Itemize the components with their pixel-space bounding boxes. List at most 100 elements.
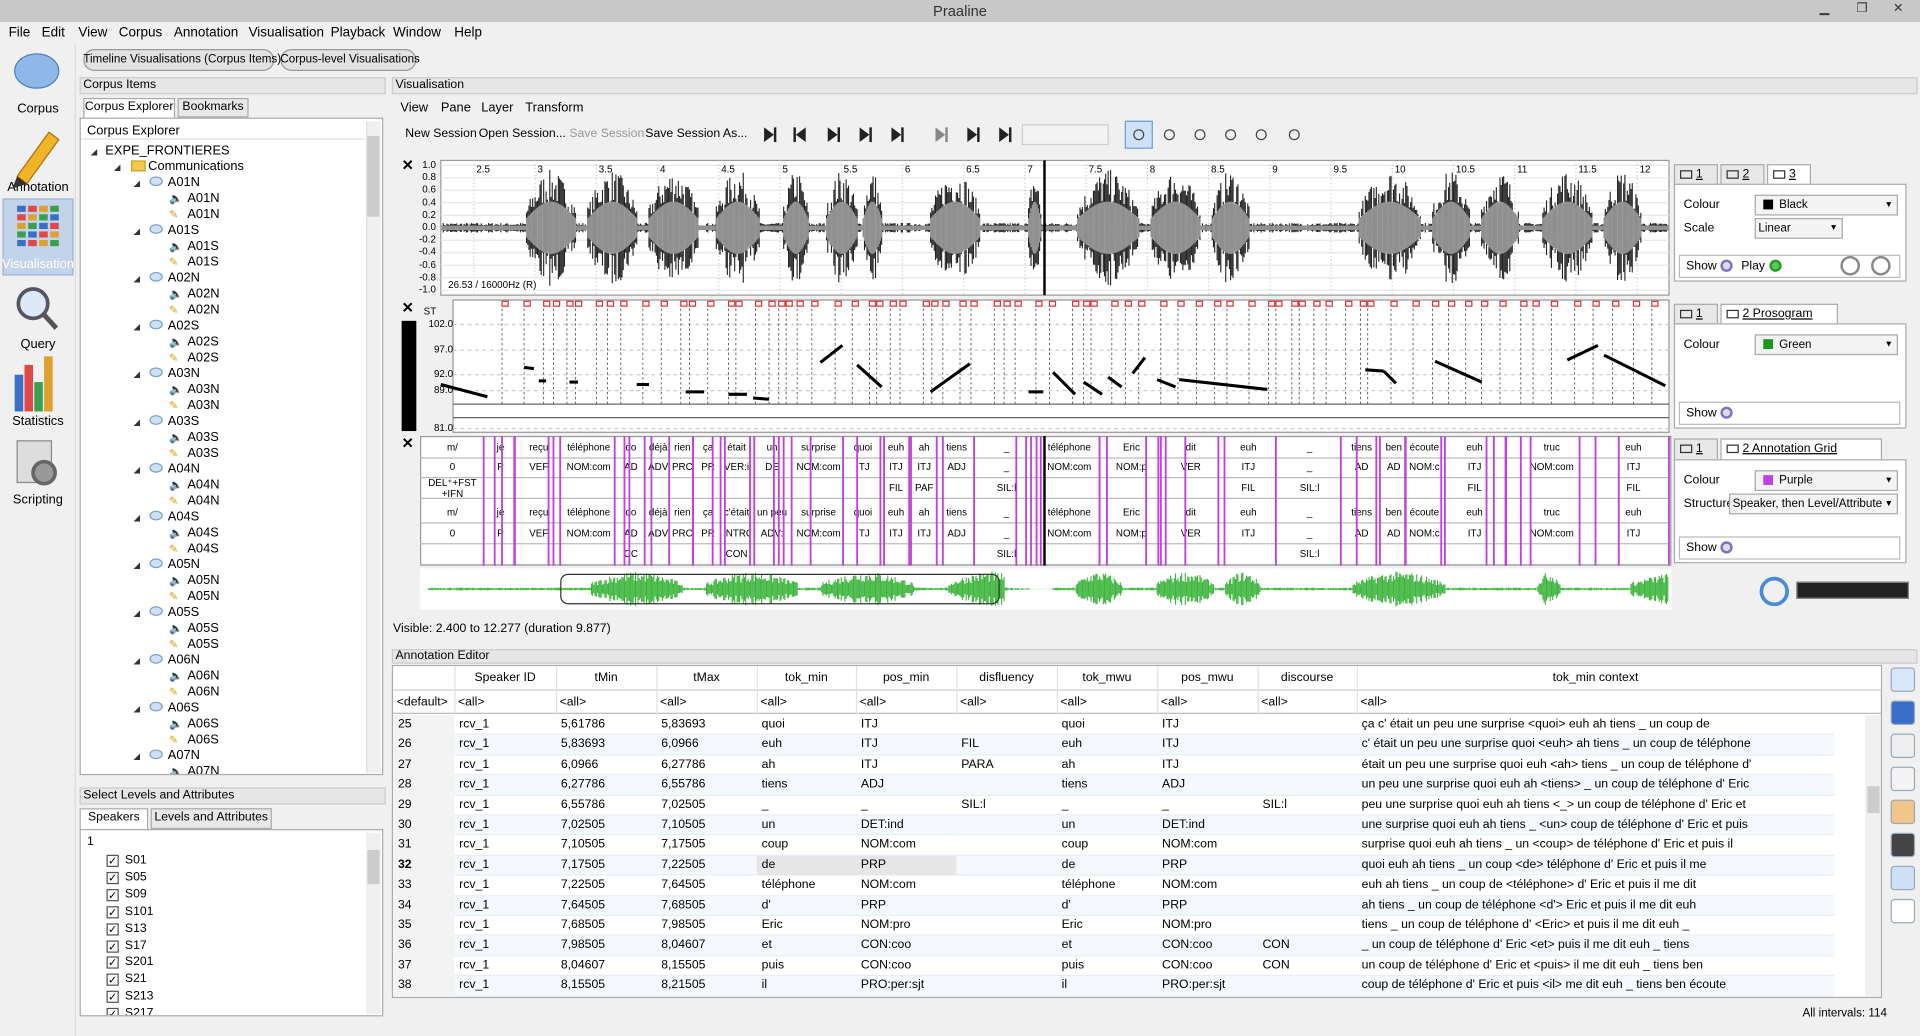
- sidebar-button[interactable]: Query: [20, 336, 56, 352]
- editor-tool[interactable]: [1890, 733, 1916, 759]
- layer-tab[interactable]: [1766, 164, 1812, 185]
- column-filter[interactable]: <all>: [1261, 695, 1288, 710]
- amp-tick-label: 0.8: [422, 171, 436, 183]
- radio[interactable]: [1769, 259, 1782, 272]
- editor-tool[interactable]: [1890, 832, 1916, 858]
- column-filter[interactable]: <all>: [1360, 695, 1387, 710]
- editor-tool[interactable]: [1890, 667, 1916, 692]
- column-filter[interactable]: <all>: [960, 695, 987, 710]
- menu-item[interactable]: View: [400, 100, 429, 116]
- menu-item[interactable]: Playback: [330, 25, 386, 41]
- checkbox[interactable]: ✓: [106, 939, 119, 953]
- column-filter[interactable]: <all>: [457, 695, 485, 710]
- toolbar-button[interactable]: Open Session...: [478, 127, 566, 141]
- column-filter[interactable]: <all>: [1160, 695, 1188, 710]
- dropdown[interactable]: [1728, 493, 1898, 515]
- checkbox[interactable]: ✓: [106, 956, 119, 970]
- checkbox[interactable]: ✓: [106, 1007, 119, 1016]
- sidebar-button[interactable]: Corpus: [17, 101, 59, 117]
- window-button[interactable]: ❐: [1856, 2, 1868, 16]
- column-filter[interactable]: <all>: [559, 695, 587, 710]
- tab[interactable]: [83, 97, 176, 118]
- tab[interactable]: [79, 808, 149, 830]
- sidebar-button[interactable]: Scripting: [12, 492, 63, 507]
- table-cell: rcv_1: [459, 978, 490, 993]
- toolbar-button[interactable]: Save Session As...: [645, 127, 748, 141]
- window-button[interactable]: ▁: [1819, 2, 1830, 16]
- dial[interactable]: [1871, 255, 1891, 276]
- grid-label: NOM:com: [796, 461, 841, 473]
- close-pane[interactable]: ✕: [401, 298, 414, 316]
- property-label: Colour: [1683, 198, 1720, 212]
- transport-button[interactable]: [891, 127, 904, 143]
- menu-item[interactable]: View: [78, 25, 108, 41]
- editor-tool[interactable]: [1890, 766, 1916, 792]
- column-filter[interactable]: <all>: [1060, 695, 1087, 710]
- zoom-dial[interactable]: [1759, 576, 1789, 607]
- layer-tab[interactable]: [1720, 438, 1883, 461]
- grid-label: téléphone: [567, 442, 611, 454]
- column-filter[interactable]: <all>: [660, 695, 687, 710]
- checkbox[interactable]: ✓: [106, 922, 119, 936]
- dropdown[interactable]: [1754, 470, 1898, 492]
- checkbox[interactable]: ✓: [106, 990, 119, 1004]
- editor-tool[interactable]: [1890, 799, 1916, 825]
- radio[interactable]: [1720, 259, 1733, 272]
- sidebar-button[interactable]: Visualisation: [1, 257, 74, 272]
- radio[interactable]: [1720, 541, 1733, 554]
- sidebar-button[interactable]: Statistics: [12, 413, 64, 429]
- menu-item[interactable]: Pane: [440, 100, 471, 116]
- menu-item[interactable]: File: [8, 25, 31, 41]
- menu-item[interactable]: Window: [393, 25, 441, 41]
- editor-tool[interactable]: [1890, 865, 1916, 891]
- transport-button[interactable]: [967, 127, 980, 143]
- layer-tab[interactable]: [1720, 303, 1838, 325]
- mode-tab[interactable]: [280, 48, 417, 72]
- checkbox[interactable]: ✓: [106, 888, 119, 902]
- checkbox[interactable]: ✓: [106, 871, 119, 885]
- dropdown[interactable]: [1754, 217, 1843, 239]
- tab[interactable]: [177, 97, 249, 118]
- table-cell: 7,98505: [560, 938, 606, 952]
- dropdown[interactable]: [1754, 194, 1898, 216]
- menu-item[interactable]: Help: [454, 25, 482, 41]
- close-pane[interactable]: ✕: [401, 156, 414, 174]
- time-tick-label: 5: [782, 164, 788, 176]
- radio[interactable]: [1720, 406, 1733, 419]
- column-filter[interactable]: <default>: [396, 695, 448, 710]
- checkbox[interactable]: ✓: [106, 854, 119, 868]
- dial[interactable]: [1840, 255, 1861, 276]
- time-tick-label: 6.5: [966, 164, 980, 176]
- transport-button[interactable]: [764, 127, 777, 143]
- transport-button[interactable]: [999, 127, 1012, 143]
- dropdown[interactable]: [1754, 334, 1898, 356]
- close-pane[interactable]: ✕: [401, 434, 414, 452]
- tree-node: A03N: [187, 382, 220, 397]
- toolbar-button[interactable]: New Session: [405, 127, 477, 141]
- menu-item[interactable]: Corpus: [118, 25, 163, 41]
- column-filter[interactable]: <all>: [859, 695, 887, 710]
- editor-tool[interactable]: [1890, 898, 1916, 924]
- grid-label: _: [1003, 461, 1010, 473]
- transport-button[interactable]: [793, 127, 806, 143]
- menu-item[interactable]: Annotation: [173, 25, 239, 41]
- transport-button[interactable]: [827, 127, 841, 143]
- checkbox[interactable]: ✓: [106, 973, 119, 987]
- zoom-slider[interactable]: [1796, 581, 1909, 599]
- editor-tool[interactable]: [1890, 700, 1916, 725]
- menu-item[interactable]: Transform: [525, 100, 584, 116]
- window-button[interactable]: ✕: [1893, 2, 1904, 16]
- checkbox[interactable]: ✓: [106, 905, 119, 919]
- panel-header: [391, 77, 1918, 95]
- menu-item[interactable]: Layer: [481, 100, 514, 116]
- menu-item[interactable]: Edit: [41, 25, 65, 41]
- toolbar-button[interactable]: Save Session: [569, 127, 645, 141]
- mode-tab[interactable]: [83, 48, 275, 72]
- communication-icon: [149, 271, 163, 282]
- transport-button[interactable]: [859, 127, 872, 143]
- table-cell: 5,83693: [661, 717, 706, 732]
- transport-button[interactable]: [935, 127, 948, 143]
- tab[interactable]: [150, 808, 272, 830]
- column-filter[interactable]: <all>: [760, 695, 787, 710]
- menu-item[interactable]: Visualisation: [248, 25, 324, 41]
